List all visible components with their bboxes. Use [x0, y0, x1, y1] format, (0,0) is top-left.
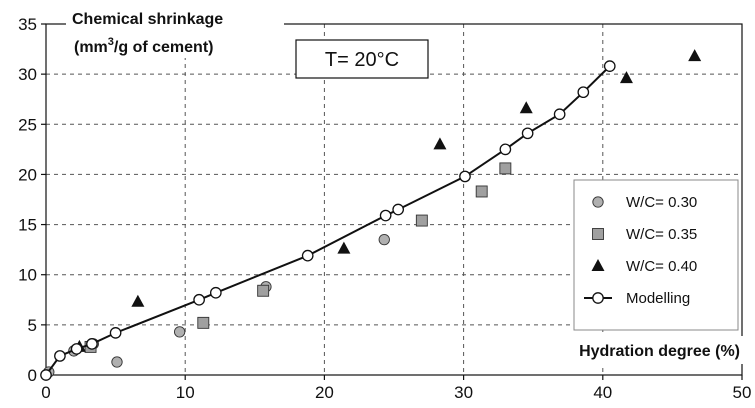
point-series-2-1 [131, 294, 145, 307]
y-tick-label-15: 15 [18, 216, 37, 235]
point-series-3-1 [54, 350, 66, 362]
point-series-2-6 [688, 49, 702, 62]
x-tick-label-20: 20 [315, 383, 334, 402]
x-tick-label-40: 40 [593, 383, 612, 402]
point-series-3-7 [301, 249, 314, 262]
x-tick-label-50: 50 [733, 383, 752, 402]
modelling-curve [45, 65, 611, 376]
x-axis-title: Hydration degree (%) [579, 343, 740, 360]
point-series-3-11 [499, 143, 512, 156]
point-series-0-4 [173, 326, 186, 338]
point-series-2-4 [519, 101, 533, 114]
xlabel-backdrop [524, 336, 746, 364]
y-axis-title-line1: Chemical shrinkage [72, 11, 223, 28]
temperature-annotation: T= 20°C [325, 49, 399, 71]
legend: W/C= 0.30 W/C= 0.35 W/C= 0.40 Modelling [573, 179, 739, 331]
temperature-box [295, 39, 429, 79]
y-tick-label-5: 5 [28, 316, 37, 335]
legend-label-1: W/C= 0.35 [626, 226, 697, 243]
point-series-1-2 [257, 284, 270, 297]
x-tick-label-30: 30 [454, 383, 473, 402]
point-series-1-3 [415, 214, 428, 227]
y-axis-title-line2: (mm3/g of cement) [74, 36, 213, 56]
y-tick-label-25: 25 [18, 115, 37, 134]
plot-frame [45, 23, 743, 376]
legend-marker-3 [592, 292, 604, 304]
point-series-1-1 [197, 316, 210, 329]
point-series-1-4 [475, 185, 488, 198]
point-series-3-12 [521, 127, 534, 140]
x-tick-label-0: 0 [41, 383, 50, 402]
point-series-3-2 [70, 343, 83, 355]
y-tick-label-35: 35 [18, 15, 37, 34]
y-tick-label-0: 0 [28, 366, 37, 385]
legend-marker-1 [592, 228, 604, 240]
legend-marker-2 [591, 259, 605, 271]
point-series-2-2 [337, 241, 351, 254]
point-series-3-15 [603, 60, 616, 72]
legend-label-0: W/C= 0.30 [626, 194, 697, 211]
point-series-2-5 [619, 71, 633, 84]
point-series-0-3 [111, 356, 123, 368]
point-series-3-9 [392, 203, 405, 216]
point-series-2-3 [433, 137, 447, 150]
y-tick-label-10: 10 [18, 266, 37, 285]
tick-labels: 0 10 20 30 40 50 0 5 10 15 20 25 30 35 [18, 15, 751, 402]
y-tick-label-30: 30 [18, 65, 37, 84]
legend-marker-0 [592, 196, 604, 208]
point-series-1-5 [499, 162, 512, 175]
legend-label-3: Modelling [626, 290, 690, 307]
y-tick-label-20: 20 [18, 165, 37, 184]
series-layer [40, 49, 702, 381]
series-2 [72, 49, 702, 352]
point-series-3-0 [40, 369, 52, 381]
point-series-3-3 [86, 338, 98, 350]
point-series-0-6 [378, 233, 390, 246]
point-series-3-6 [209, 286, 222, 299]
point-series-3-5 [193, 293, 205, 306]
point-series-3-13 [553, 108, 566, 121]
point-series-3-10 [459, 170, 471, 183]
point-series-3-14 [577, 86, 590, 99]
point-series-3-4 [109, 327, 122, 339]
legend-label-2: W/C= 0.40 [626, 258, 697, 275]
point-series-3-8 [379, 209, 392, 222]
ylabel-backdrop [66, 6, 284, 58]
x-tick-label-10: 10 [176, 383, 195, 402]
series-3 [40, 60, 616, 381]
